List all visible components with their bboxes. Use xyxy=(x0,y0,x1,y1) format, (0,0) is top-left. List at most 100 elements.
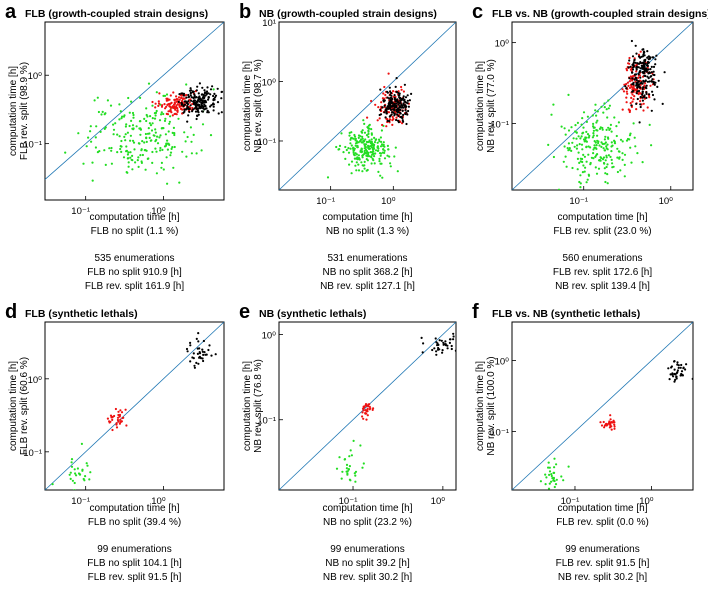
data-point-green xyxy=(96,96,99,99)
data-point-green xyxy=(355,161,358,164)
data-point-green xyxy=(580,135,583,138)
x-axis-sublabel: FLB rev. split (0.0 %) xyxy=(556,517,649,528)
data-point-black xyxy=(635,102,638,105)
data-point-green xyxy=(172,166,175,169)
data-point-red xyxy=(631,93,634,96)
data-point-black xyxy=(196,85,199,88)
data-point-black xyxy=(650,109,653,112)
data-point-green xyxy=(73,481,76,485)
data-point-green xyxy=(582,111,586,114)
data-point-black xyxy=(207,348,210,352)
data-point-black xyxy=(438,339,441,342)
data-point-black xyxy=(641,67,645,70)
data-point-green xyxy=(108,147,111,150)
data-point-red xyxy=(362,417,365,420)
data-point-black xyxy=(389,93,392,96)
data-point-green xyxy=(112,123,115,126)
data-point-black xyxy=(653,98,656,101)
data-point-green xyxy=(617,121,621,124)
data-point-black xyxy=(444,343,447,346)
data-point-green xyxy=(612,165,615,168)
data-point-black xyxy=(195,107,198,110)
data-point-black xyxy=(388,101,391,104)
data-point-green xyxy=(389,165,392,168)
data-point-black xyxy=(397,103,400,106)
data-point-black xyxy=(404,105,407,108)
data-point-red xyxy=(387,72,390,75)
data-point-green xyxy=(560,475,563,478)
data-point-black xyxy=(197,332,200,335)
data-point-green xyxy=(354,474,357,477)
data-point-black xyxy=(452,335,455,338)
data-point-green xyxy=(550,473,553,476)
data-point-black xyxy=(401,109,404,112)
data-point-black xyxy=(448,338,452,341)
data-point-green xyxy=(586,115,590,118)
data-point-green xyxy=(158,119,162,122)
data-point-black xyxy=(668,378,671,381)
data-point-green xyxy=(548,482,551,485)
data-point-black xyxy=(435,350,438,353)
data-point-green xyxy=(137,165,140,168)
data-point-green xyxy=(109,104,113,107)
data-point-red xyxy=(377,106,380,109)
data-point-black xyxy=(187,100,190,103)
data-point-black xyxy=(192,352,195,355)
data-point-black xyxy=(408,99,411,102)
data-point-green xyxy=(578,161,581,164)
data-point-black xyxy=(183,108,186,111)
data-point-black xyxy=(645,92,648,95)
data-point-red xyxy=(628,56,631,60)
data-point-green xyxy=(159,134,162,137)
data-point-black xyxy=(680,363,683,367)
data-point-green xyxy=(165,156,168,159)
data-point-black xyxy=(642,86,645,89)
data-point-red xyxy=(381,123,384,127)
data-point-green xyxy=(350,131,353,134)
data-point-red xyxy=(111,428,114,432)
data-point-green xyxy=(143,117,146,120)
data-point-black xyxy=(205,353,208,356)
data-point-green xyxy=(77,132,80,135)
data-point-black xyxy=(196,114,199,117)
data-point-green xyxy=(580,123,583,126)
diagonal-line-c xyxy=(511,21,694,191)
data-point-black xyxy=(638,121,641,124)
data-point-red xyxy=(157,104,160,107)
data-point-black xyxy=(676,369,680,372)
x-axis-sublabel: NB no split (23.2 %) xyxy=(323,517,412,528)
data-point-green xyxy=(161,127,164,130)
data-point-green xyxy=(596,153,599,156)
data-point-green xyxy=(139,128,142,131)
data-point-green xyxy=(353,157,356,160)
data-point-red xyxy=(625,101,628,104)
data-point-red xyxy=(372,407,375,410)
data-point-green xyxy=(155,109,158,113)
data-point-green xyxy=(145,149,148,152)
data-point-black xyxy=(217,112,220,115)
data-point-black xyxy=(646,56,649,59)
data-point-green xyxy=(598,127,602,130)
data-point-green xyxy=(127,151,130,154)
data-point-black xyxy=(220,90,223,94)
data-point-green xyxy=(349,449,352,452)
data-point-green xyxy=(126,131,129,134)
data-point-black xyxy=(651,90,654,93)
panel-title: FLB vs. NB (synthetic lethals) xyxy=(492,308,640,320)
data-point-black xyxy=(395,77,398,80)
data-point-green xyxy=(633,136,636,139)
data-point-green xyxy=(89,125,92,128)
data-point-black xyxy=(212,99,215,102)
data-point-black xyxy=(436,348,440,351)
data-point-green xyxy=(340,477,343,480)
data-point-green xyxy=(605,156,608,159)
data-point-green xyxy=(137,156,140,159)
data-point-green xyxy=(134,161,137,164)
data-point-green xyxy=(596,139,599,142)
data-point-black xyxy=(405,122,408,126)
data-point-green xyxy=(585,140,589,143)
data-point-green xyxy=(368,123,371,126)
data-point-green xyxy=(132,113,135,117)
data-point-black xyxy=(213,92,216,95)
data-point-black xyxy=(405,101,408,104)
